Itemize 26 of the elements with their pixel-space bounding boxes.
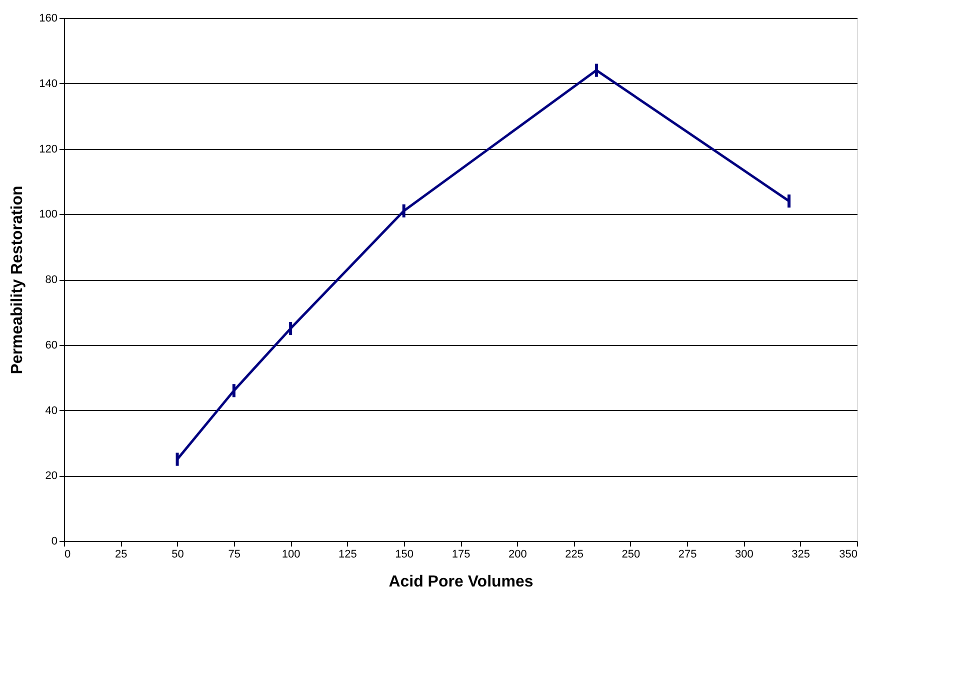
y-tick-label: 40 — [45, 404, 58, 417]
y-tick-label: 140 — [39, 78, 58, 90]
y-tick-label: 100 — [39, 208, 58, 221]
x-tick-label: 350 — [839, 548, 858, 560]
x-tick-label: 50 — [172, 548, 184, 560]
x-tick-label: 200 — [508, 548, 527, 560]
y-tick-label: 20 — [45, 470, 58, 482]
x-tick-label: 175 — [452, 548, 470, 560]
x-tick-label: 75 — [228, 548, 241, 560]
x-tick-label: 150 — [395, 548, 414, 560]
x-tick-label: 225 — [565, 548, 584, 560]
y-axis-title: Permeability Restoration — [9, 186, 26, 374]
y-tick-label: 0 — [51, 536, 58, 548]
x-tick-label: 25 — [115, 548, 128, 560]
y-tick-label: 160 — [39, 12, 58, 24]
x-tick-label: 275 — [678, 548, 697, 560]
x-tick-label: 100 — [282, 548, 300, 560]
x-tick-label: 325 — [792, 548, 810, 560]
x-tick-label: 0 — [64, 548, 71, 560]
y-tick-label: 80 — [45, 274, 58, 286]
x-tick-label: 300 — [735, 548, 754, 560]
x-tick-label: 250 — [622, 548, 640, 560]
y-tick-label: 60 — [45, 339, 58, 352]
x-axis-title: Acid Pore Volumes — [388, 574, 534, 590]
y-tick-label: 120 — [39, 143, 58, 156]
x-tick-label: 125 — [338, 548, 357, 560]
